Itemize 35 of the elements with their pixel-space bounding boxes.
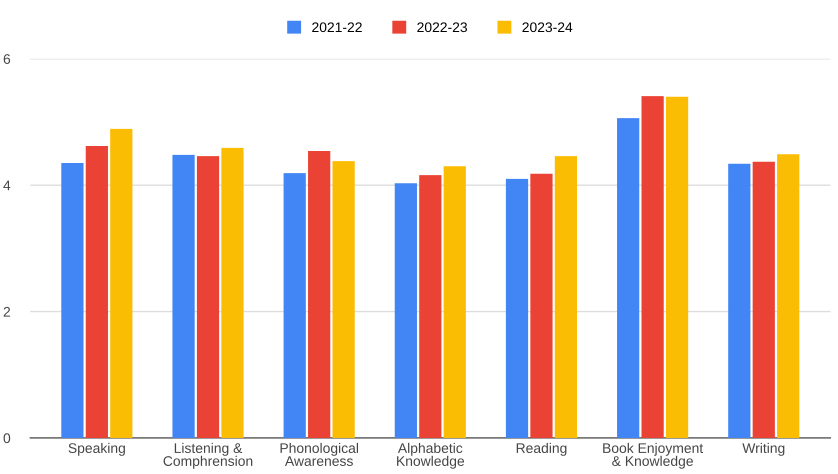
legend-label: 2023-24 [522, 22, 572, 32]
bar [284, 173, 306, 438]
bar [419, 175, 442, 438]
legend-label: 2022-23 [417, 22, 467, 32]
x-tick-label: Book Enjoyment & Knowledge [603, 442, 704, 469]
bar [728, 164, 750, 438]
bar [506, 178, 528, 438]
bar [617, 118, 640, 438]
bar [642, 96, 664, 438]
x-tick-label: Writing [742, 442, 784, 456]
bar [777, 154, 800, 438]
x-tick-label: Reading [516, 442, 566, 456]
bar [752, 162, 775, 438]
bar [61, 163, 84, 438]
y-tick-label: 2 [4, 306, 10, 317]
bar [554, 156, 578, 438]
bar [221, 148, 244, 438]
bar [332, 161, 355, 438]
x-tick-label: Speaking [68, 442, 125, 456]
bar [666, 96, 688, 438]
bar [196, 156, 220, 438]
y-tick-label: 6 [4, 54, 10, 64]
bar [110, 128, 132, 438]
bar [530, 174, 553, 438]
x-tick-label: Phonological Awareness [280, 442, 358, 466]
y-tick-label: 0 [4, 433, 10, 444]
legend-label: 2021-22 [312, 22, 362, 32]
y-tick-label: 4 [3, 180, 10, 190]
bar [172, 154, 195, 438]
bar [444, 166, 466, 438]
bar [86, 146, 108, 438]
bar [394, 183, 417, 438]
bar [308, 151, 330, 438]
x-tick-label: Alphabetic Knowledge [397, 442, 464, 469]
x-tick-label: Listening & Comphrension [164, 442, 252, 469]
